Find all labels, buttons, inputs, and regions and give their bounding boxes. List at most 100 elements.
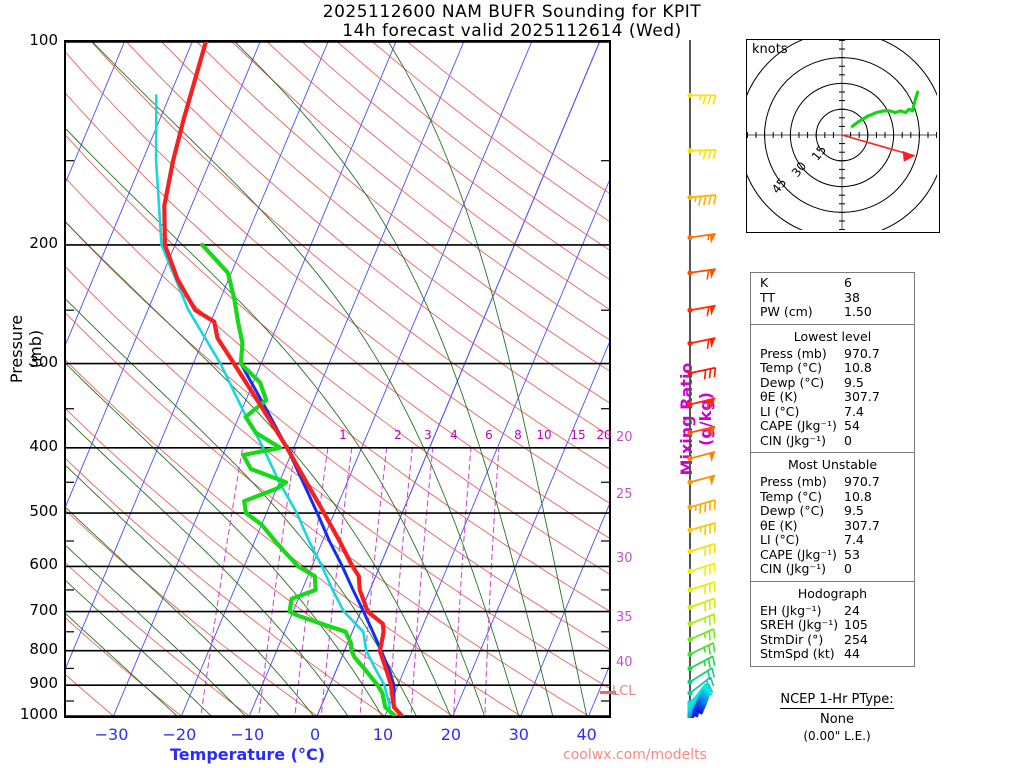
wind-barb <box>687 194 717 206</box>
stats-value: 7.4 <box>844 532 864 547</box>
moist-adiabat-lines <box>66 42 588 716</box>
stats-key: CAPE (Jkg⁻¹) <box>760 546 837 562</box>
stats-key: Dewp (°C) <box>760 503 825 518</box>
stats-row: StmSpd (kt) 44 <box>751 646 914 662</box>
ptype-value: None <box>820 712 854 727</box>
stats-key: Temp (°C) <box>760 360 823 375</box>
stats-value: 10.8 <box>844 360 872 375</box>
skewt-diagram[interactable] <box>64 40 611 718</box>
dewpoint-trace <box>200 242 398 716</box>
stats-value: 54 <box>844 418 860 433</box>
stats-key: StmDir (°) <box>760 631 824 647</box>
wind-barb <box>687 304 716 317</box>
stats-key: Temp (°C) <box>760 488 823 504</box>
wind-barb <box>687 562 716 576</box>
mixing-ratio-label-1: 1 <box>339 428 347 442</box>
stats-section-hodograph: Hodograph EH (Jkg⁻¹) 24 SREH (Jkg⁻¹) 105 Stm… <box>751 582 914 666</box>
y-axis-label: Pressure (mb) <box>7 314 45 384</box>
section-header: Most Unstable <box>787 457 878 472</box>
stats-row: LI (°C) 7.4 <box>751 403 914 420</box>
wind-barb-canvas <box>687 40 717 739</box>
isobar-lines <box>66 42 609 716</box>
stats-value: 1.50 <box>844 304 872 319</box>
stats-value: 0 <box>844 432 852 448</box>
hodograph-ring-label-45: 45 <box>769 176 789 197</box>
stats-row: CIN (Jkg⁻¹) 0 <box>751 561 914 577</box>
stats-row: Dewp (°C) 9.5 <box>751 375 914 391</box>
stats-row: LI (°C) 7.4 <box>751 532 914 548</box>
skewt-canvas <box>66 42 609 716</box>
hodograph-units-label: knots <box>752 42 788 57</box>
stats-value: 970.7 <box>844 345 880 361</box>
wind-barb <box>687 450 716 463</box>
height-label-25: 25 <box>616 487 633 502</box>
mixing-ratio-label-4: 4 <box>450 428 458 442</box>
pressure-tick-400: 400 <box>29 436 58 455</box>
stats-row: EH (Jkg⁻¹) 24 <box>751 602 914 619</box>
wind-barb <box>687 613 716 627</box>
stats-key: LI (°C) <box>760 403 800 419</box>
lcl-label: LCL <box>612 684 636 699</box>
stats-key: θE (K) <box>760 517 798 533</box>
mixing-ratio-label-20: 20 <box>596 428 612 442</box>
ptype-title: NCEP 1-Hr PType: <box>780 692 894 709</box>
mixing-ratio-label-6: 6 <box>485 428 493 442</box>
stats-row: PW (cm) 1.50 <box>751 304 914 320</box>
stats-key: LI (°C) <box>760 532 800 547</box>
temperature-tick-10: 10 <box>372 725 394 744</box>
hodograph[interactable]: 15 30 45 <box>738 31 946 239</box>
stats-value: 0 <box>844 561 852 576</box>
stats-row: Dewp (°C) 9.5 <box>751 503 914 519</box>
ptype-panel: NCEP 1-Hr PType: None (0.00" L.E.) <box>742 692 932 743</box>
mixing-ratio-lines <box>200 447 500 716</box>
pressure-tick-300: 300 <box>29 352 58 371</box>
stats-row: Press (mb) 970.7 <box>751 474 914 490</box>
stats-row: θE (K) 307.7 <box>751 517 914 534</box>
wind-barb <box>687 268 716 280</box>
height-label-30: 30 <box>616 551 633 566</box>
temperature-tick-20: 20 <box>440 725 462 744</box>
stats-key: SREH (Jkg⁻¹) <box>760 617 839 632</box>
x-axis-label: Temperature (°C) <box>170 745 326 764</box>
wind-barb-column[interactable] <box>650 40 720 739</box>
pressure-tick-800: 800 <box>29 639 58 658</box>
stats-value: 105 <box>844 617 868 632</box>
stats-value: 970.7 <box>844 474 880 489</box>
page-subtitle: 14h forecast valid 2025112614 (Wed) <box>342 21 682 41</box>
wind-barb <box>687 92 717 105</box>
dry-adiabat-lines <box>66 42 609 716</box>
stats-value: 38 <box>844 289 860 305</box>
height-label-35: 35 <box>616 610 633 625</box>
temperature-tick-40: 40 <box>576 725 597 744</box>
stats-key: CAPE (Jkg⁻¹) <box>760 418 837 433</box>
wind-barb <box>687 655 716 672</box>
stats-key: CIN (Jkg⁻¹) <box>760 561 826 576</box>
stats-key: StmSpd (kt) <box>760 646 835 661</box>
temperature-tick--30: −30 <box>94 725 129 744</box>
stats-value: 7.4 <box>844 403 864 419</box>
wind-barb <box>687 628 716 643</box>
temperature-tick--20: −20 <box>162 725 197 744</box>
stats-row: CAPE (Jkg⁻¹) 53 <box>751 546 914 563</box>
stats-key: EH (Jkg⁻¹) <box>760 602 822 618</box>
stats-key: CIN (Jkg⁻¹) <box>760 432 826 448</box>
wind-barb <box>687 597 716 612</box>
pressure-tick-700: 700 <box>29 600 58 619</box>
sounding-stats-table: K 6 TT 38 PW (cm) 1.50 Lowest level Press (mb… <box>750 272 915 667</box>
wind-barb <box>687 397 716 410</box>
wind-barb <box>687 425 716 437</box>
pressure-tick-1000: 1000 <box>19 705 58 723</box>
pressure-tick-100: 100 <box>29 31 58 49</box>
wind-barb <box>687 232 716 244</box>
mixing-ratio-label-8: 8 <box>514 428 522 442</box>
stats-key: Press (mb) <box>760 474 827 489</box>
wetbulb-trace <box>154 94 392 709</box>
stats-key: PW (cm) <box>760 304 813 319</box>
height-label-40: 40 <box>616 655 633 670</box>
stats-row: Temp (°C) 10.8 <box>751 360 914 376</box>
mixing-ratio-label-10: 10 <box>536 428 552 442</box>
wind-barb <box>687 366 717 380</box>
section-header: Hodograph <box>797 585 868 601</box>
